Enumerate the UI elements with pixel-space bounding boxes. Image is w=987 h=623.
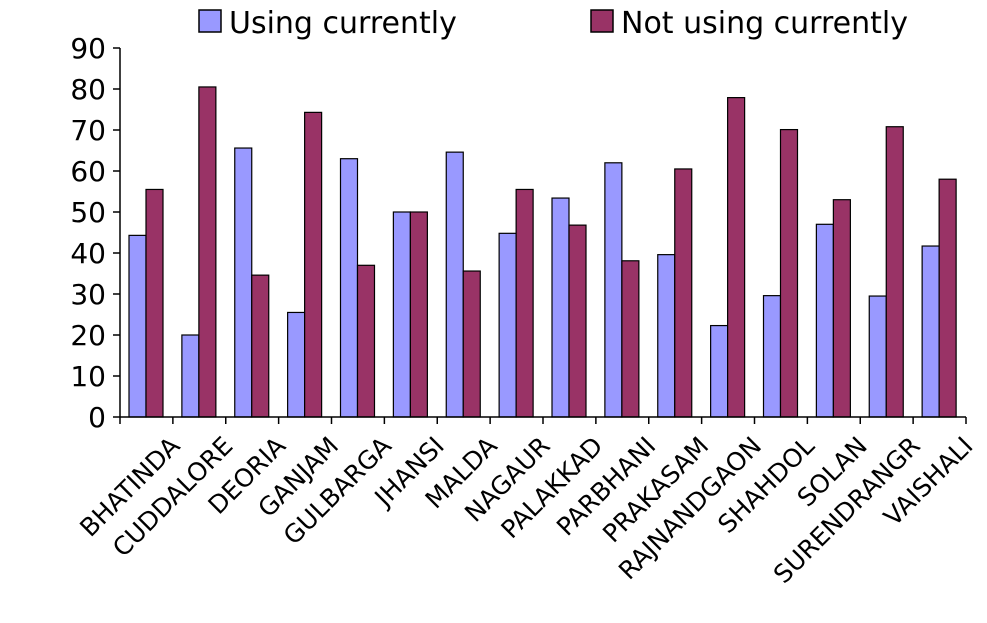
bar-using-currently-solan: [815, 223, 834, 418]
bar-not-using-currently-deoria: [251, 274, 270, 418]
bar-using-currently-gulbarga: [339, 158, 359, 418]
bar-using-currently-ganjam: [287, 311, 306, 418]
y-tick-label: 80: [70, 73, 106, 106]
y-tick-label: 90: [70, 32, 106, 65]
bar-using-currently-parbhani: [604, 162, 623, 418]
legend-swatch-not-using-currently: [590, 9, 614, 33]
bar-not-using-currently-shahdol: [779, 128, 799, 418]
y-tick-label: 50: [70, 196, 106, 229]
bar-using-currently-deoria: [234, 147, 253, 418]
bar-not-using-currently-vaishali: [938, 178, 957, 418]
bar-using-currently-rajnandgaon: [710, 324, 729, 418]
bar-using-currently-malda: [445, 151, 464, 418]
bar-not-using-currently-bhatinda: [145, 188, 164, 418]
legend-label-using-currently: Using currently: [229, 6, 457, 41]
bar-using-currently-vaishali: [921, 245, 940, 418]
bar-using-currently-prakasam: [657, 254, 676, 418]
y-tick-label: 70: [70, 114, 106, 147]
y-tick-label: 60: [70, 155, 106, 188]
bar-using-currently-jhansi: [392, 211, 411, 418]
y-tick-label: 20: [70, 319, 106, 352]
bar-not-using-currently-rajnandgaon: [727, 97, 746, 418]
bar-not-using-currently-palakkad: [568, 224, 587, 418]
y-tick-label: 40: [70, 237, 106, 270]
bar-not-using-currently-jhansi: [409, 211, 428, 418]
legend-swatch-using-currently: [198, 9, 222, 33]
y-axis-ticks: 0 10 20 30 40 50 60 70 80 90: [70, 32, 120, 434]
bar-not-using-currently-gulbarga: [356, 264, 376, 418]
bar-not-using-currently-cuddalore: [198, 86, 217, 418]
bar-not-using-currently-surendrangr: [885, 126, 904, 418]
bar-not-using-currently-nagaur: [515, 188, 534, 418]
bar-using-currently-palakkad: [551, 197, 570, 418]
bar-not-using-currently-ganjam: [304, 111, 323, 418]
x-axis-ticks: BHATINDACUDDALOREDEORIAGANJAMGULBARGAJHA…: [74, 417, 979, 589]
y-tick-label: 10: [70, 360, 106, 393]
bar-not-using-currently-malda: [462, 270, 481, 418]
legend: Using currently Not using currently: [198, 6, 908, 41]
bar-using-currently-shahdol: [762, 295, 782, 418]
y-tick-label: 0: [88, 401, 106, 434]
bar-using-currently-bhatinda: [128, 234, 147, 418]
bars-group: [128, 86, 957, 418]
y-tick-label: 30: [70, 278, 106, 311]
bar-using-currently-nagaur: [498, 232, 517, 418]
bar-using-currently-surendrangr: [868, 295, 887, 418]
bar-not-using-currently-prakasam: [674, 168, 693, 418]
bar-using-currently-cuddalore: [181, 334, 200, 418]
bar-not-using-currently-parbhani: [621, 260, 640, 418]
legend-label-not-using-currently: Not using currently: [621, 6, 908, 41]
bar-not-using-currently-solan: [832, 199, 851, 418]
